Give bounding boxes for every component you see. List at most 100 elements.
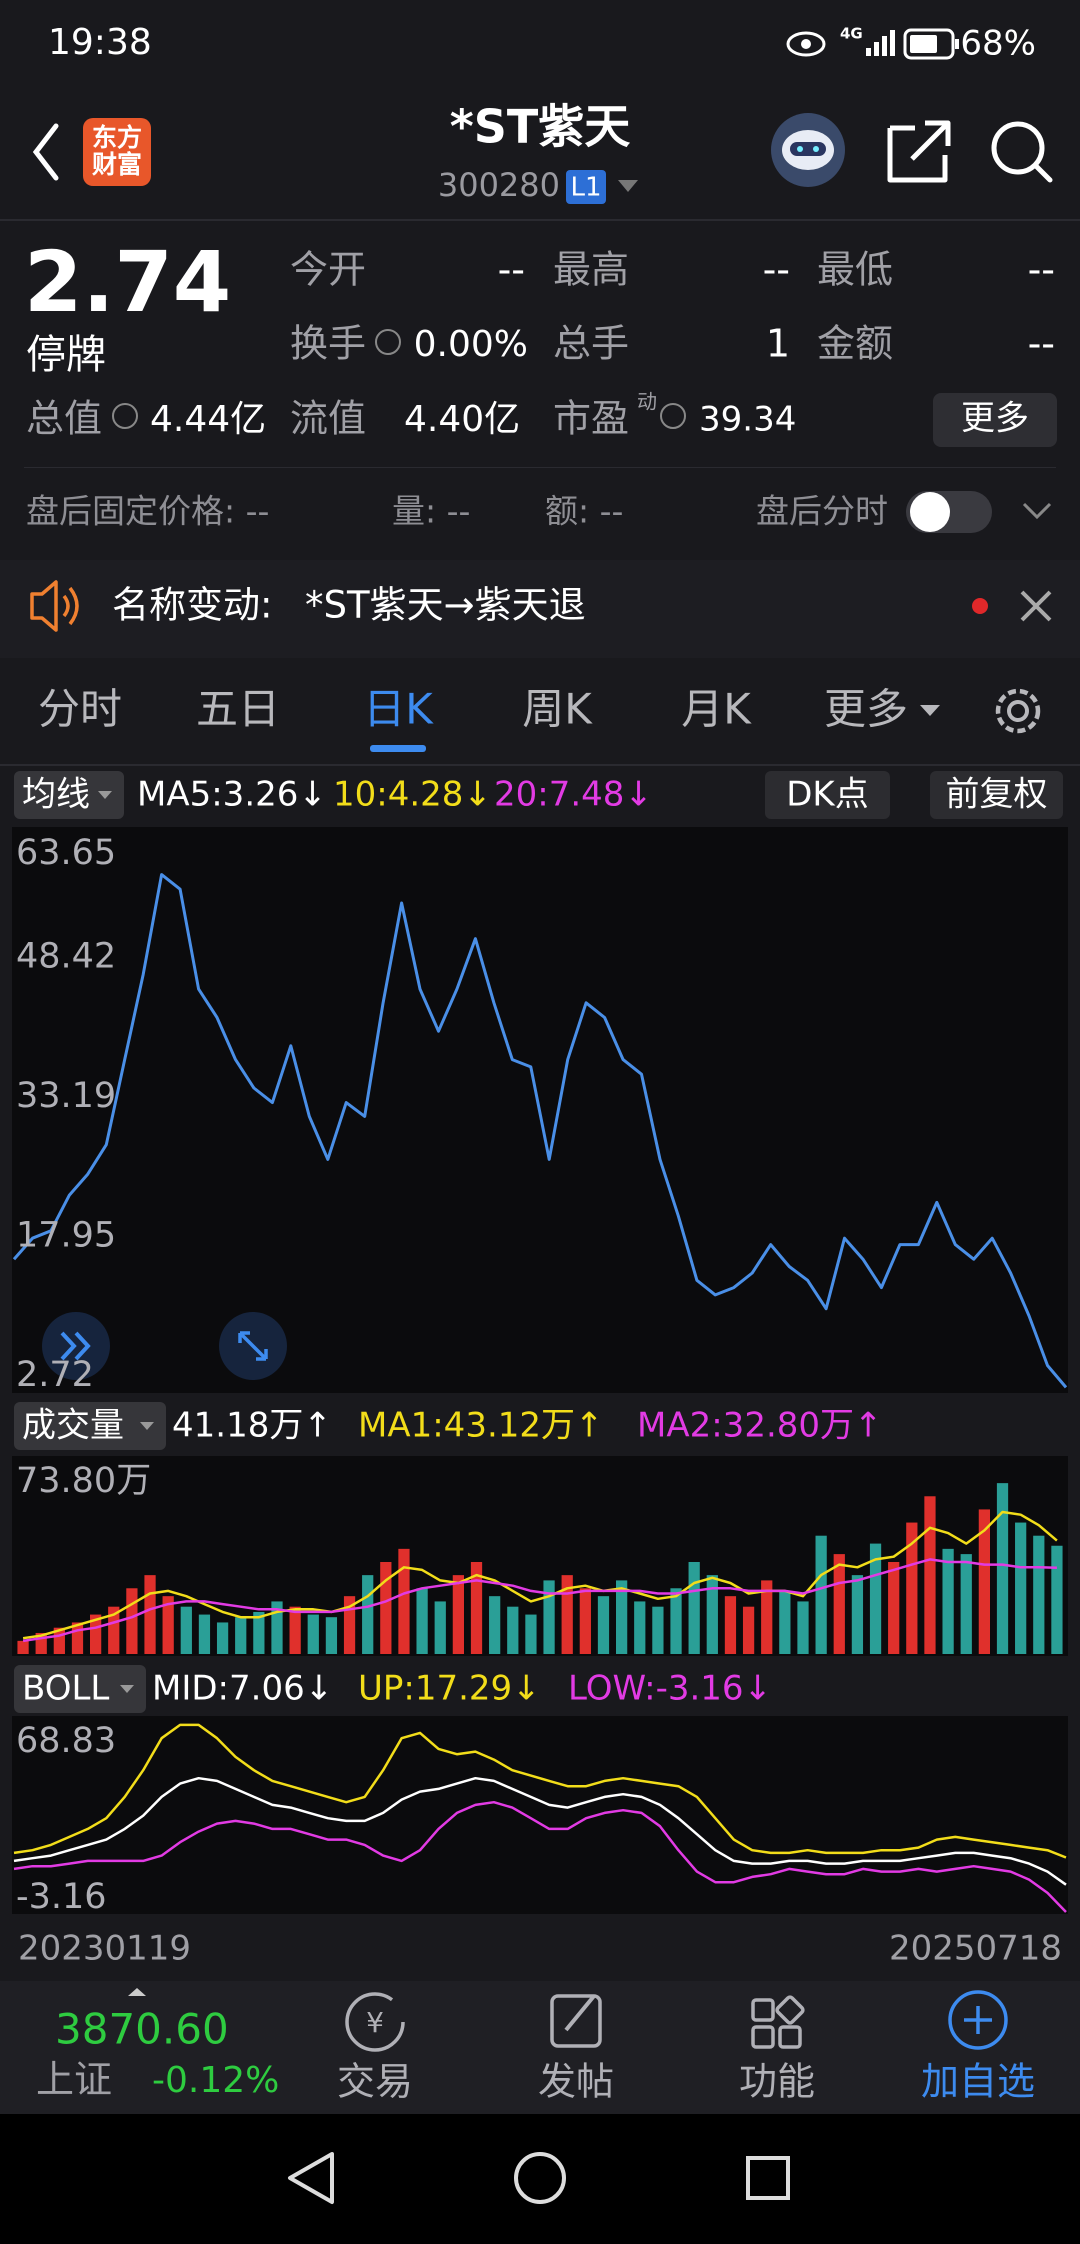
eye-icon (786, 31, 826, 57)
volume-bar (362, 1575, 374, 1654)
status-bar: 19:38 4G 68% (48, 22, 1036, 64)
indicator-selector[interactable] (14, 1665, 146, 1713)
volume-bar (670, 1588, 682, 1654)
bottom-item[interactable]: 加自选 (921, 2060, 1035, 2104)
field-value: 0.00% (414, 324, 528, 365)
tab-underline (370, 745, 426, 752)
divider (0, 219, 1080, 221)
selector-arrow (98, 791, 112, 799)
field-label: 今开 (290, 248, 366, 292)
back-button[interactable] (32, 123, 59, 181)
volume-bar (634, 1601, 646, 1654)
quote: 2.74 停牌 今开 -- 最高 -- 最低 -- 换手 0.00% 总手 1 … (24, 233, 1057, 447)
volume-bar (1015, 1522, 1027, 1654)
volume-bar (235, 1617, 247, 1654)
add-watch-icon (948, 1990, 1008, 2050)
bottom-item[interactable]: 功能 (739, 2060, 815, 2104)
y-tick-label: 73.80万 (16, 1461, 151, 1501)
field-label: 最低 (817, 248, 893, 292)
trade-icon (345, 1992, 405, 2052)
indicator-selector-label: BOLL (22, 1669, 109, 1709)
volume-bar (652, 1606, 664, 1654)
after-hours-amount: 额: -- (545, 492, 623, 531)
volume-bar (144, 1575, 156, 1654)
volume-bar (688, 1561, 700, 1654)
share-button[interactable] (887, 120, 951, 183)
volume-bar (416, 1588, 428, 1654)
price-line (12, 873, 1068, 1389)
volume-bar (434, 1601, 446, 1654)
indicator-value: 41.18万↑ (172, 1406, 332, 1446)
volume-bar (851, 1575, 864, 1654)
series-line (13, 1723, 1067, 1859)
volume-bar (706, 1575, 718, 1654)
field-value: 39.34 (699, 400, 796, 440)
volume-bar (579, 1588, 591, 1654)
eye-pupil (801, 39, 811, 49)
info-icon[interactable] (112, 403, 138, 429)
nav-back[interactable] (288, 2152, 334, 2204)
indicator-selector[interactable] (14, 771, 124, 819)
more-button[interactable] (933, 393, 1057, 447)
volume-bar (869, 1543, 882, 1654)
volume-bar (888, 1561, 900, 1654)
volume-bar (398, 1548, 410, 1654)
header: 东方 财富 *ST紫天 300280 L1 (32, 100, 1053, 204)
field-label: 总手 (553, 322, 629, 366)
dropdown-arrow[interactable] (618, 180, 638, 192)
selector-arrow (120, 1685, 134, 1693)
indicator-value: 10:4.28↓ (333, 775, 492, 815)
indicator-value: MA5:3.26↓ (137, 775, 327, 815)
nav-recent[interactable] (746, 2156, 790, 2200)
volume-bar (833, 1554, 845, 1654)
volume-bar (561, 1575, 573, 1654)
chart-tools (42, 1312, 287, 1380)
info-icon[interactable] (660, 403, 686, 429)
battery-level (910, 35, 937, 53)
tab[interactable]: 更多 (824, 685, 908, 734)
logo-text: 东方 (92, 123, 142, 152)
svg-text:¥: ¥ (366, 2006, 384, 2039)
info-icon[interactable] (375, 329, 401, 355)
indicator-selector-label: 成交量 (22, 1406, 124, 1446)
unread-dot (972, 598, 988, 614)
volume-bar (815, 1535, 827, 1654)
volume-bar (108, 1606, 120, 1654)
chart-option[interactable] (765, 771, 890, 819)
chart-option[interactable] (930, 771, 1063, 819)
search-button[interactable] (991, 121, 1045, 175)
volume-bar (761, 1580, 773, 1654)
volume-bar (942, 1548, 954, 1654)
y-tick-label: 48.42 (16, 936, 116, 976)
level-badge (566, 170, 606, 204)
field-label: 总值 (26, 397, 102, 441)
bottom-item[interactable]: 发帖 (538, 2060, 614, 2104)
volume-bar (89, 1614, 102, 1654)
indicator-value: LOW:-3.16↓ (568, 1669, 772, 1709)
tab[interactable]: 月K (681, 685, 752, 734)
volume-bar (253, 1611, 265, 1654)
stock-name: *ST紫天 (450, 100, 631, 154)
close-button[interactable] (1020, 590, 1052, 622)
toggle-knob (910, 492, 950, 532)
indicator-selector[interactable] (14, 1402, 166, 1450)
expand-button[interactable] (1022, 502, 1052, 520)
tab[interactable]: 分时 (38, 685, 122, 734)
settings-button[interactable] (995, 688, 1041, 734)
volume-bar (180, 1606, 192, 1654)
field-value: -- (1028, 322, 1055, 366)
tab[interactable]: 周K (522, 685, 593, 734)
nav-home[interactable] (514, 2152, 566, 2204)
boll-panel (12, 1716, 1068, 1914)
logo (83, 118, 151, 186)
volume-bar (307, 1614, 319, 1654)
bottom-item[interactable]: 交易 (337, 2060, 413, 2104)
volume-bar (742, 1606, 755, 1654)
volume-bar (924, 1496, 936, 1654)
volume-bar (289, 1606, 301, 1654)
index-value[interactable]: 3870.60 (55, 2005, 229, 2054)
tab[interactable]: 五日 (196, 685, 280, 734)
indicator-value: UP:17.29↓ (358, 1669, 541, 1709)
tab[interactable]: 日K (363, 685, 434, 734)
